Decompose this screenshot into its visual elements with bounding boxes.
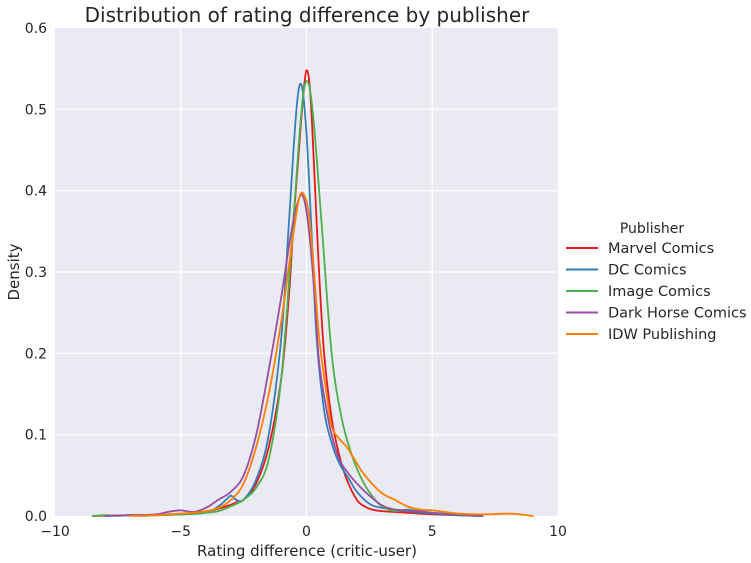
y-tick-label: 0.3 bbox=[25, 265, 47, 281]
density-lines bbox=[91, 69, 534, 517]
legend-item-image-comics: Image Comics bbox=[566, 284, 711, 300]
legend-item-marvel-comics: Marvel Comics bbox=[566, 241, 714, 257]
legend: Publisher Marvel Comics DC Comics Image Co… bbox=[566, 221, 747, 343]
x-tick-labels: −10 −5 0 5 10 bbox=[40, 524, 567, 540]
gridlines bbox=[55, 28, 558, 516]
x-tick-label: −10 bbox=[40, 524, 70, 540]
legend-item-idw-publishing: IDW Publishing bbox=[566, 327, 717, 343]
legend-label: IDW Publishing bbox=[608, 327, 717, 343]
legend-title: Publisher bbox=[620, 221, 685, 237]
series-line-dc-comics bbox=[104, 82, 484, 517]
x-tick-label: −5 bbox=[170, 524, 191, 540]
y-tick-label: 0.4 bbox=[25, 184, 47, 200]
x-tick-label: 5 bbox=[428, 524, 437, 540]
legend-label: DC Comics bbox=[608, 263, 687, 279]
series-line-idw-publishing bbox=[129, 191, 534, 517]
y-tick-label: 0.1 bbox=[25, 428, 47, 444]
x-axis-label: Rating difference (critic-user) bbox=[197, 542, 417, 560]
legend-item-dark-horse-comics: Dark Horse Comics bbox=[566, 306, 747, 322]
legend-label: Marvel Comics bbox=[608, 241, 714, 257]
series-line-dark-horse-comics bbox=[104, 193, 484, 517]
chart-title: Distribution of rating difference by pub… bbox=[85, 3, 531, 27]
x-tick-label: 0 bbox=[302, 524, 311, 540]
y-tick-label: 0.6 bbox=[25, 21, 47, 37]
y-tick-label: 0.5 bbox=[25, 102, 47, 118]
y-tick-label: 0.2 bbox=[25, 346, 47, 362]
legend-label: Dark Horse Comics bbox=[608, 306, 747, 322]
legend-label: Image Comics bbox=[608, 284, 711, 300]
legend-item-dc-comics: DC Comics bbox=[566, 263, 687, 279]
x-tick-label: 10 bbox=[549, 524, 567, 540]
y-tick-label: 0.0 bbox=[25, 509, 47, 525]
y-tick-labels: 0.0 0.1 0.2 0.3 0.4 0.5 0.6 bbox=[25, 21, 47, 525]
y-axis-label: Density bbox=[5, 243, 23, 300]
